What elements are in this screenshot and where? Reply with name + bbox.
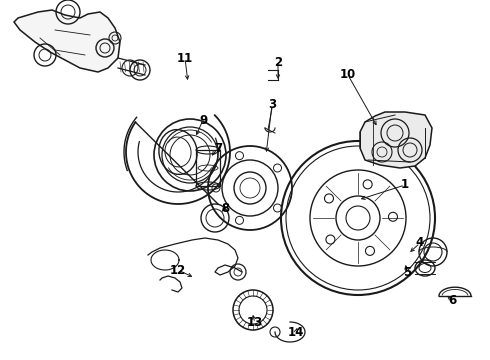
Text: 10: 10 [340,68,356,81]
Text: 8: 8 [221,202,229,215]
Text: 11: 11 [177,51,193,64]
Text: 13: 13 [247,316,263,329]
Text: 7: 7 [214,141,222,154]
Text: 2: 2 [274,55,282,68]
Text: 9: 9 [199,113,207,126]
Text: 5: 5 [403,266,411,279]
Polygon shape [360,112,432,168]
Text: 14: 14 [288,325,304,338]
Text: 1: 1 [401,179,409,192]
Text: 4: 4 [416,237,424,249]
Text: 12: 12 [170,264,186,276]
Text: 6: 6 [448,293,456,306]
Text: 3: 3 [268,99,276,112]
Polygon shape [14,10,120,72]
